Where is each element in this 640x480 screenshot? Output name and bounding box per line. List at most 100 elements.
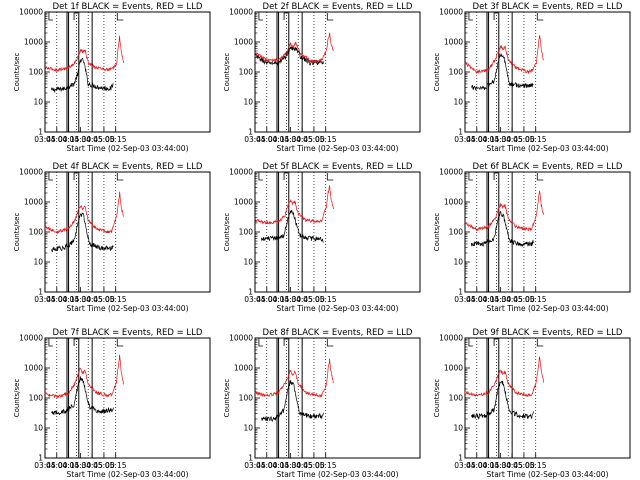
y-tick-label: 1000 xyxy=(24,364,43,373)
series-line-lld xyxy=(254,185,334,225)
panel-7: Det 7f BLACK = Events, RED = LLD 1 10 100 10… xyxy=(13,328,211,479)
panel-4: Det 4f BLACK = Events, RED = LLD 1 10 100 10… xyxy=(13,162,211,313)
x-tick-label: 05:15 xyxy=(315,461,337,470)
flag-marker-l xyxy=(536,339,544,347)
flag-marker-l xyxy=(116,13,124,21)
flag-marker-f xyxy=(73,12,79,20)
x-tick-label: 04:30 xyxy=(280,461,302,470)
y-tick-label: 1 xyxy=(248,454,253,463)
y-axis-label: Counts/sec xyxy=(223,213,231,252)
y-tick-label: 100 xyxy=(29,394,44,403)
flag-marker-l xyxy=(536,173,544,181)
x-axis-label: Start Time (02-Sep-03 03:44:00) xyxy=(487,470,609,479)
flag-marker-s xyxy=(468,12,473,21)
x-axis-label: Start Time (02-Sep-03 03:44:00) xyxy=(277,470,399,479)
panel-3: Det 3f BLACK = Events, RED = LLD 1 10 100 10… xyxy=(433,2,631,153)
x-tick-label: 04:00 xyxy=(256,461,278,470)
y-tick-label: 10000 xyxy=(439,168,463,177)
y-tick-label: 10000 xyxy=(19,168,43,177)
panel-6: Det 6f BLACK = Events, RED = LLD 1 10 100 10… xyxy=(433,162,631,313)
x-tick-label: 05:15 xyxy=(105,295,127,304)
flag-marker-s xyxy=(258,338,263,347)
x-tick-label: 04:15 xyxy=(478,295,500,304)
x-axis-label: Start Time (02-Sep-03 03:44:00) xyxy=(67,470,189,479)
y-tick-label: 10000 xyxy=(19,334,43,343)
series-line-lld xyxy=(464,356,544,398)
x-tick-label: 04:15 xyxy=(268,135,290,144)
flag-marker-f xyxy=(73,338,79,346)
x-tick-label: 04:45 xyxy=(501,461,523,470)
flag-marker-f xyxy=(283,12,289,20)
y-tick-label: 1 xyxy=(38,288,43,297)
y-tick-label: 10 xyxy=(243,98,253,107)
x-tick-label: 03:45 xyxy=(34,295,56,304)
y-tick-label: 1000 xyxy=(444,38,463,47)
x-tick-label: 05:15 xyxy=(105,135,127,144)
panel-9: Det 9f BLACK = Events, RED = LLD 1 10 100 10… xyxy=(433,328,631,479)
x-tick-label: 05:00 xyxy=(513,135,535,144)
flag-marker-s xyxy=(468,172,473,181)
x-tick-label: 04:30 xyxy=(490,135,512,144)
x-tick-label: 03:45 xyxy=(34,461,56,470)
x-tick-label: 03:45 xyxy=(454,295,476,304)
series-line-events xyxy=(471,53,534,91)
x-tick-label: 04:00 xyxy=(46,461,68,470)
series-line-lld xyxy=(464,190,544,232)
plot-frame xyxy=(464,171,631,293)
y-tick-label: 1000 xyxy=(234,198,253,207)
series-line-lld xyxy=(254,358,334,398)
flag-marker-f xyxy=(283,172,289,180)
series-line-events xyxy=(50,57,114,94)
x-tick-label: 05:00 xyxy=(303,461,325,470)
y-axis-label: Counts/sec xyxy=(13,213,21,252)
x-tick-label: 03:45 xyxy=(244,461,266,470)
x-tick-label: 04:30 xyxy=(280,295,302,304)
series-line-lld xyxy=(44,191,124,235)
x-tick-label: 03:45 xyxy=(34,135,56,144)
x-tick-label: 04:45 xyxy=(501,295,523,304)
y-tick-label: 1000 xyxy=(444,364,463,373)
x-tick-label: 05:15 xyxy=(315,135,337,144)
y-tick-label: 100 xyxy=(449,68,464,77)
x-axis-label: Start Time (02-Sep-03 03:44:00) xyxy=(487,304,609,313)
x-tick-label: 04:00 xyxy=(466,295,488,304)
y-tick-label: 1 xyxy=(248,128,253,137)
x-tick-label: 03:45 xyxy=(244,295,266,304)
series-line-events xyxy=(470,211,534,247)
x-tick-label: 05:00 xyxy=(513,295,535,304)
x-tick-label: 05:15 xyxy=(525,461,547,470)
panel-title: Det 9f BLACK = Events, RED = LLD xyxy=(473,328,623,338)
series-line-lld xyxy=(464,35,544,75)
x-tick-label: 04:00 xyxy=(466,461,488,470)
panel-5: Det 5f BLACK = Events, RED = LLD 1 10 100 10… xyxy=(223,162,421,313)
y-axis-label: Counts/sec xyxy=(433,213,441,252)
flag-marker-f xyxy=(493,338,499,346)
x-tick-label: 04:45 xyxy=(81,295,103,304)
x-tick-label: 04:00 xyxy=(46,135,68,144)
x-tick-label: 04:15 xyxy=(58,295,80,304)
x-axis-label: Start Time (02-Sep-03 03:44:00) xyxy=(67,144,189,153)
panel-1: Det 1f BLACK = Events, RED = LLD 1 10 100 10… xyxy=(13,2,211,153)
x-tick-label: 05:15 xyxy=(315,295,337,304)
plot-frame xyxy=(254,337,421,459)
y-tick-label: 100 xyxy=(449,228,464,237)
series-line-events xyxy=(50,376,114,416)
y-tick-label: 10 xyxy=(33,98,43,107)
flag-marker-f xyxy=(493,12,499,20)
panel-title: Det 4f BLACK = Events, RED = LLD xyxy=(53,162,203,172)
flag-marker-s xyxy=(468,338,473,347)
flag-marker-s xyxy=(48,338,53,347)
y-tick-label: 1000 xyxy=(444,198,463,207)
x-tick-label: 04:15 xyxy=(478,135,500,144)
flag-marker-l xyxy=(326,13,334,21)
y-tick-label: 100 xyxy=(239,68,254,77)
plot-frame xyxy=(464,11,631,133)
x-tick-label: 04:00 xyxy=(466,135,488,144)
series-line-events xyxy=(50,212,114,253)
flag-marker-f xyxy=(493,172,499,180)
x-tick-label: 04:30 xyxy=(70,461,92,470)
x-tick-label: 04:00 xyxy=(256,135,278,144)
panel-title: Det 6f BLACK = Events, RED = LLD xyxy=(473,162,623,172)
y-tick-label: 10000 xyxy=(439,8,463,17)
y-tick-label: 1000 xyxy=(24,198,43,207)
